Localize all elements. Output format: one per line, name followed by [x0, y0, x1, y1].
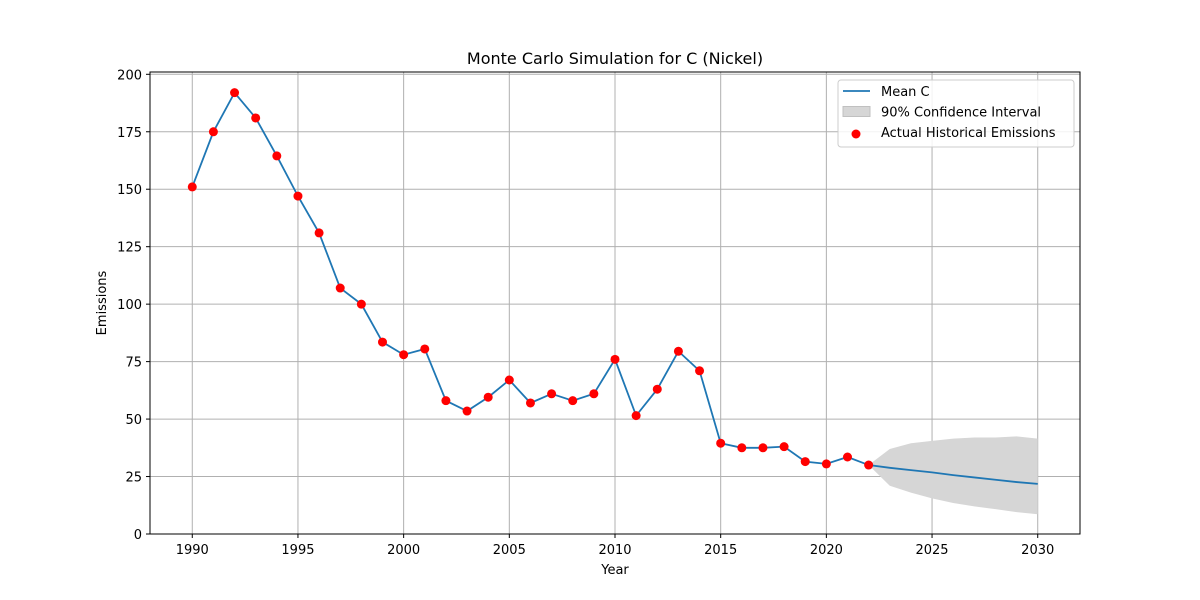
- x-tick-label: 2020: [810, 543, 843, 558]
- legend-label: Actual Historical Emissions: [881, 126, 1056, 141]
- historical-emission-point: [610, 354, 620, 364]
- historical-emission-point: [504, 375, 514, 385]
- x-axis-ticks: 1990 1995 2000 2005 2010 2015 2020 2025 2030: [176, 534, 1054, 558]
- y-tick-label: 50: [125, 413, 142, 428]
- historical-emission-point: [716, 438, 726, 448]
- legend-box: [837, 79, 1075, 148]
- chart-title: Monte Carlo Simulation for C (Nickel): [467, 49, 763, 68]
- y-axis-label: Emissions: [95, 270, 110, 335]
- y-tick-label: 175: [117, 126, 142, 141]
- historical-emission-point: [272, 151, 282, 161]
- historical-emission-point: [568, 396, 578, 406]
- historical-emission-point: [208, 127, 218, 137]
- x-tick-label: 2000: [387, 543, 420, 558]
- x-tick-label: 2025: [915, 543, 948, 558]
- historical-emission-point: [525, 398, 535, 408]
- historical-emission-point: [800, 457, 810, 467]
- historical-emission-point: [462, 406, 472, 416]
- historical-emission-point: [821, 459, 831, 469]
- historical-emission-point: [378, 337, 387, 347]
- historical-emission-point: [547, 389, 557, 399]
- x-tick-label: 2015: [704, 543, 737, 558]
- historical-emission-point: [737, 443, 747, 453]
- historical-emission-point: [779, 442, 789, 452]
- legend: Mean C 90% Confidence Interval Actual Hist…: [837, 79, 1075, 148]
- y-tick-label: 125: [117, 241, 142, 256]
- historical-emission-point: [314, 228, 324, 238]
- historical-emission-point: [483, 392, 493, 402]
- historical-emission-point: [399, 350, 409, 360]
- x-tick-label: 2005: [493, 543, 526, 558]
- historical-emission-point: [420, 344, 430, 354]
- historical-emission-point: [335, 283, 345, 293]
- y-tick-label: 75: [125, 356, 142, 371]
- historical-points-layer: [187, 88, 874, 470]
- historical-emission-point: [251, 113, 261, 123]
- legend-point-swatch: [851, 129, 861, 139]
- historical-emission-point: [356, 299, 366, 309]
- legend-band-swatch: [842, 106, 871, 117]
- historical-emission-point: [758, 443, 768, 453]
- historical-emission-point: [293, 191, 303, 201]
- y-tick-label: 0: [134, 528, 142, 543]
- y-tick-label: 150: [117, 183, 142, 198]
- historical-emission-point: [843, 452, 852, 462]
- y-tick-label: 200: [117, 68, 142, 83]
- historical-emission-point: [864, 460, 874, 470]
- legend-label: Mean C: [881, 85, 930, 100]
- historical-emission-point: [441, 396, 451, 406]
- y-axis-ticks: 0 25 50 75 100 125 150 175 200: [117, 68, 150, 543]
- historical-emission-point: [187, 182, 197, 192]
- x-tick-label: 2030: [1021, 543, 1054, 558]
- historical-emission-point: [673, 346, 683, 356]
- x-tick-label: 2010: [598, 543, 631, 558]
- y-tick-label: 25: [125, 471, 142, 486]
- historical-emission-point: [695, 366, 705, 376]
- x-tick-label: 1995: [281, 543, 314, 558]
- x-axis-label: Year: [600, 563, 629, 578]
- historical-emission-point: [589, 389, 599, 399]
- historical-emission-point: [631, 411, 641, 421]
- legend-label: 90% Confidence Interval: [881, 106, 1041, 121]
- historical-emission-point: [230, 88, 240, 98]
- y-tick-label: 100: [117, 298, 142, 313]
- historical-emission-point: [652, 384, 662, 394]
- x-tick-label: 1990: [176, 543, 209, 558]
